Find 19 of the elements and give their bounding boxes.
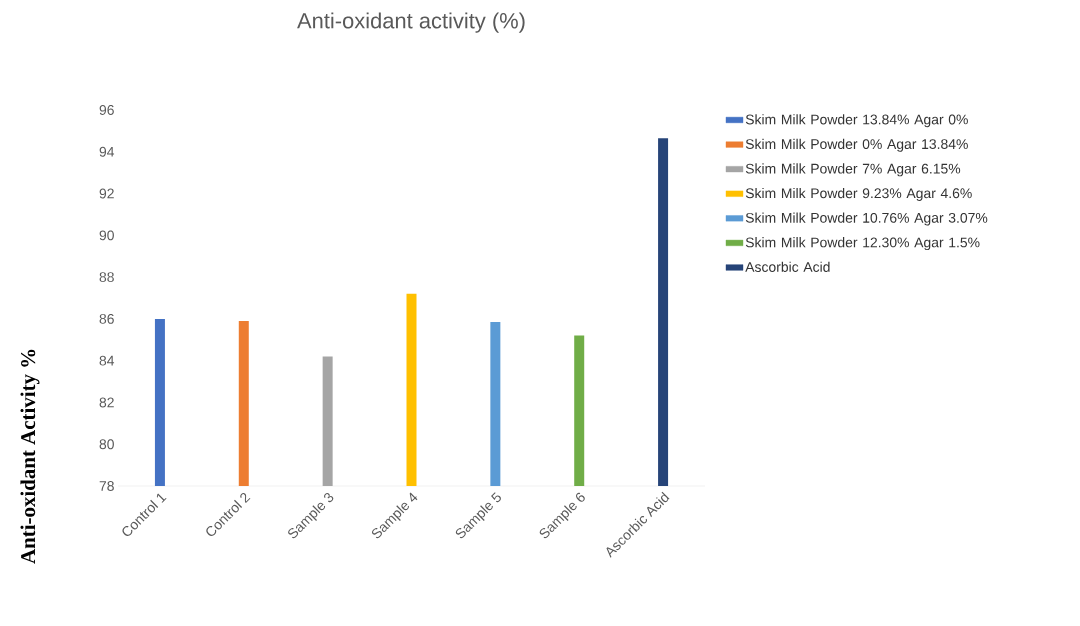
legend-label: Skim Milk Powder 0% Agar 13.84%	[745, 138, 968, 152]
legend-label: Skim Milk Powder 12.30% Agar 1.5%	[745, 237, 980, 251]
legend-label: Skim Milk Powder 10.76% Agar 3.07%	[745, 212, 988, 226]
legend-label: Skim Milk Powder 9.23% Agar 4.6%	[745, 187, 972, 201]
y-tick-label: 88	[99, 272, 114, 283]
y-axis-title: Anti-oxidant Activity %	[20, 349, 40, 564]
y-tick-label: 86	[99, 313, 114, 324]
y-tick-label: 80	[99, 439, 114, 450]
legend-label: Ascorbic Acid	[745, 261, 830, 272]
y-tick-label: 84	[99, 355, 115, 366]
chart-title: Anti-oxidant activity (%)	[297, 12, 525, 33]
y-tick-label: 78	[99, 481, 114, 491]
legend-label: Skim Milk Powder 13.84% Agar 0%	[745, 114, 968, 128]
y-tick-label: 90	[99, 230, 114, 241]
y-tick-label: 96	[99, 105, 114, 115]
y-tick-label: 82	[99, 397, 114, 408]
y-tick-label: 94	[99, 146, 115, 157]
legend-label: Skim Milk Powder 7% Agar 6.15%	[745, 163, 961, 177]
y-tick-label: 92	[99, 188, 114, 199]
